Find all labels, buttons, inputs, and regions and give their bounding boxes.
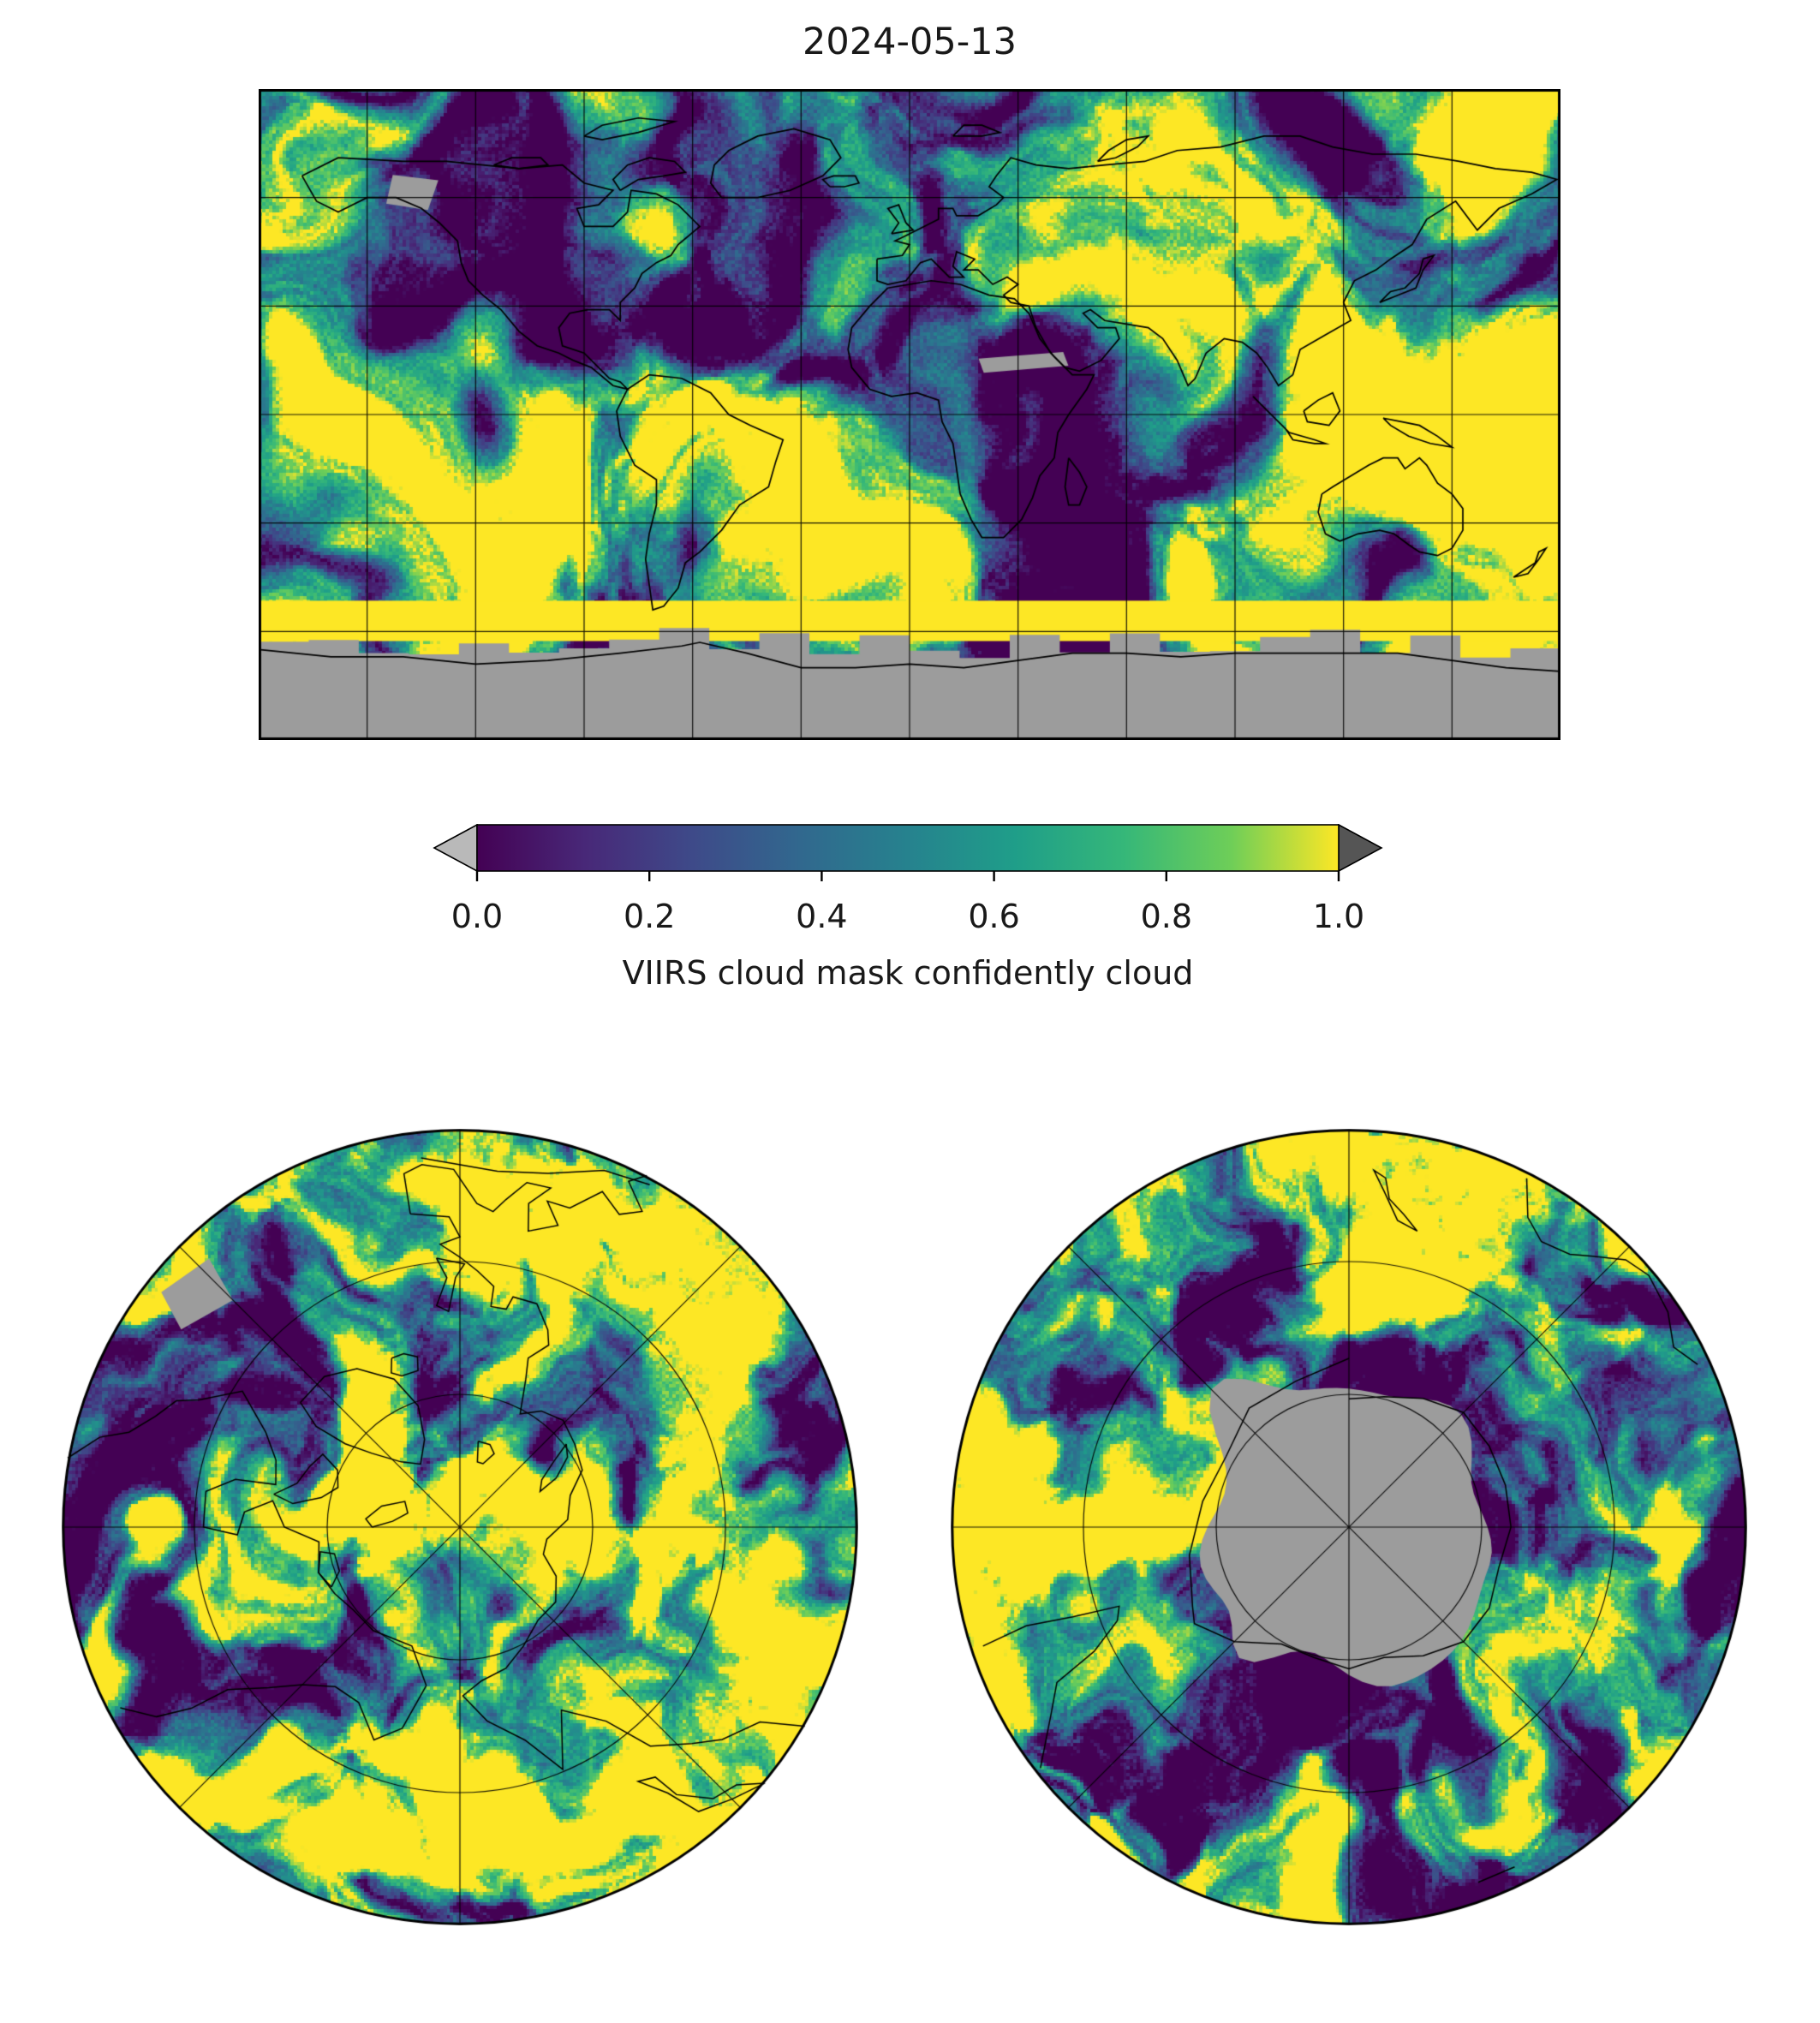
colorbar-tick-label-3: 0.6	[968, 898, 1020, 935]
colorbar-tick-label-5: 1.0	[1312, 898, 1365, 935]
global-map-canvas	[259, 89, 1560, 740]
south-polar-map-canvas	[951, 1129, 1747, 1925]
colorbar-tick-label-2: 0.4	[796, 898, 848, 935]
colorbar-svg	[433, 824, 1383, 881]
colorbar-under-triangle	[433, 824, 478, 873]
colorbar-gradient	[476, 824, 1340, 872]
colorbar-tick-label-4: 0.8	[1140, 898, 1193, 935]
colorbar: 0.0 0.2 0.4 0.6 0.8 1.0 VIIRS cloud mask…	[433, 824, 1383, 1012]
colorbar-tick-marks	[475, 871, 1340, 881]
colorbar-axis-label: VIIRS cloud mask confidently cloud	[622, 954, 1194, 992]
north-polar-map-canvas	[62, 1129, 858, 1925]
figure-title: 2024-05-13	[803, 21, 1017, 63]
colorbar-tick-label-1: 0.2	[623, 898, 676, 935]
colorbar-tick-label-0: 0.0	[451, 898, 504, 935]
colorbar-over-triangle	[1338, 824, 1383, 873]
